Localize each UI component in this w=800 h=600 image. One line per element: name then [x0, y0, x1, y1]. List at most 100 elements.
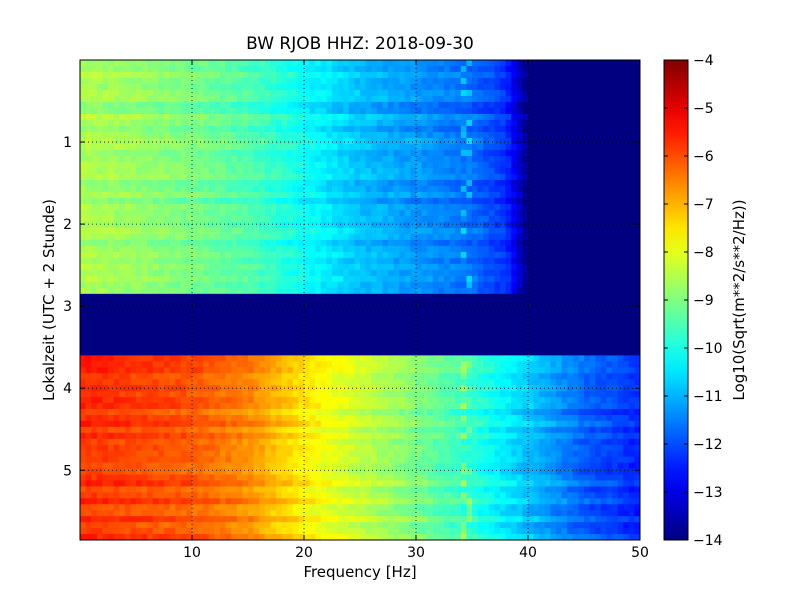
heatmap-cell [623, 143, 630, 151]
heatmap-cell [500, 119, 507, 127]
heatmap-cell [343, 233, 350, 241]
heatmap-cell [578, 257, 585, 265]
heatmap-cell [623, 312, 630, 320]
heatmap-cell [477, 203, 484, 211]
heatmap-cell [113, 137, 120, 145]
heatmap-cell [488, 209, 495, 217]
heatmap-cell [455, 95, 462, 103]
heatmap-cell [343, 71, 350, 79]
heatmap-cell [550, 269, 557, 277]
heatmap-cell [539, 137, 546, 145]
heatmap-cell [320, 167, 327, 175]
heatmap-cell [231, 71, 238, 79]
heatmap-cell [612, 306, 619, 313]
heatmap-cell [236, 318, 243, 326]
heatmap-cell [528, 60, 535, 67]
heatmap-cell [511, 257, 518, 265]
heatmap-cell [494, 143, 501, 151]
heatmap-cell [253, 312, 260, 320]
heatmap-cell [169, 312, 176, 320]
heatmap-cell [80, 312, 87, 320]
heatmap-cell [634, 215, 640, 223]
heatmap-cell [113, 197, 120, 205]
heatmap-cell [85, 293, 92, 301]
heatmap-cell [516, 60, 523, 67]
heatmap-cell [281, 185, 288, 193]
heatmap-cell [287, 306, 294, 313]
heatmap-cell [130, 149, 137, 157]
heatmap-cell [634, 101, 640, 109]
heatmap-cell [320, 185, 327, 193]
heatmap-cell [371, 83, 378, 91]
heatmap-cell [337, 125, 344, 133]
heatmap-cell [410, 227, 417, 235]
heatmap-cell [399, 221, 406, 229]
heatmap-cell [600, 330, 607, 338]
heatmap-cell [169, 125, 176, 133]
heatmap-cell [404, 95, 411, 103]
heatmap-cell [253, 107, 260, 115]
heatmap-cell [169, 95, 176, 103]
heatmap-cell [544, 131, 551, 139]
heatmap-cell [494, 161, 501, 169]
heatmap-cell [572, 101, 579, 109]
heatmap-cell [477, 269, 484, 277]
heatmap-cell [539, 185, 546, 193]
heatmap-cell [315, 83, 322, 91]
heatmap-cell [253, 245, 260, 253]
heatmap-cell [483, 155, 490, 163]
heatmap-cell [136, 343, 143, 350]
heatmap-cell [113, 191, 120, 199]
heatmap-cell [91, 137, 98, 145]
heatmap-cell [259, 343, 266, 350]
heatmap-cell [393, 336, 400, 344]
heatmap-cell [119, 215, 126, 223]
heatmap-cell [606, 131, 613, 139]
heatmap-cell [264, 89, 271, 97]
heatmap-cell [472, 143, 479, 151]
heatmap-cell [158, 300, 165, 307]
heatmap-cell [164, 125, 171, 133]
heatmap-cell [124, 137, 131, 145]
heatmap-cell [421, 355, 428, 362]
heatmap-cell [130, 281, 137, 289]
heatmap-cell [500, 318, 507, 326]
heatmap-cell [197, 83, 204, 91]
heatmap-cell [236, 306, 243, 313]
heatmap-cell [539, 167, 546, 175]
heatmap-cell [393, 95, 400, 103]
heatmap-cell [287, 83, 294, 91]
heatmap-cell [113, 324, 120, 332]
heatmap-cell [360, 143, 367, 151]
heatmap-cell [91, 349, 98, 356]
heatmap-cell [460, 83, 467, 91]
heatmap-cell [186, 215, 193, 223]
heatmap-cell [432, 233, 439, 241]
heatmap-cell [287, 203, 294, 211]
heatmap-cell [460, 318, 467, 326]
heatmap-cell [220, 355, 227, 362]
heatmap-cell [589, 60, 596, 67]
heatmap-cell [332, 107, 339, 115]
heatmap-cell [612, 125, 619, 133]
heatmap-cell [578, 119, 585, 127]
heatmap-cell [332, 245, 339, 253]
heatmap-cell [561, 269, 568, 277]
heatmap-cell [516, 343, 523, 350]
heatmap-cell [80, 245, 87, 253]
heatmap-cell [483, 324, 490, 332]
heatmap-cell [197, 300, 204, 307]
heatmap-cell [500, 227, 507, 235]
heatmap-cell [360, 95, 367, 103]
heatmap-cell [309, 221, 316, 229]
heatmap-cell [606, 318, 613, 326]
heatmap-cell [477, 336, 484, 344]
heatmap-cell [600, 318, 607, 326]
heatmap-cell [371, 113, 378, 121]
heatmap-cell [600, 155, 607, 163]
heatmap-cell [102, 191, 109, 199]
heatmap-cell [438, 318, 445, 326]
heatmap-cell [623, 221, 630, 229]
heatmap-cell [416, 215, 423, 223]
heatmap-cell [472, 312, 479, 320]
